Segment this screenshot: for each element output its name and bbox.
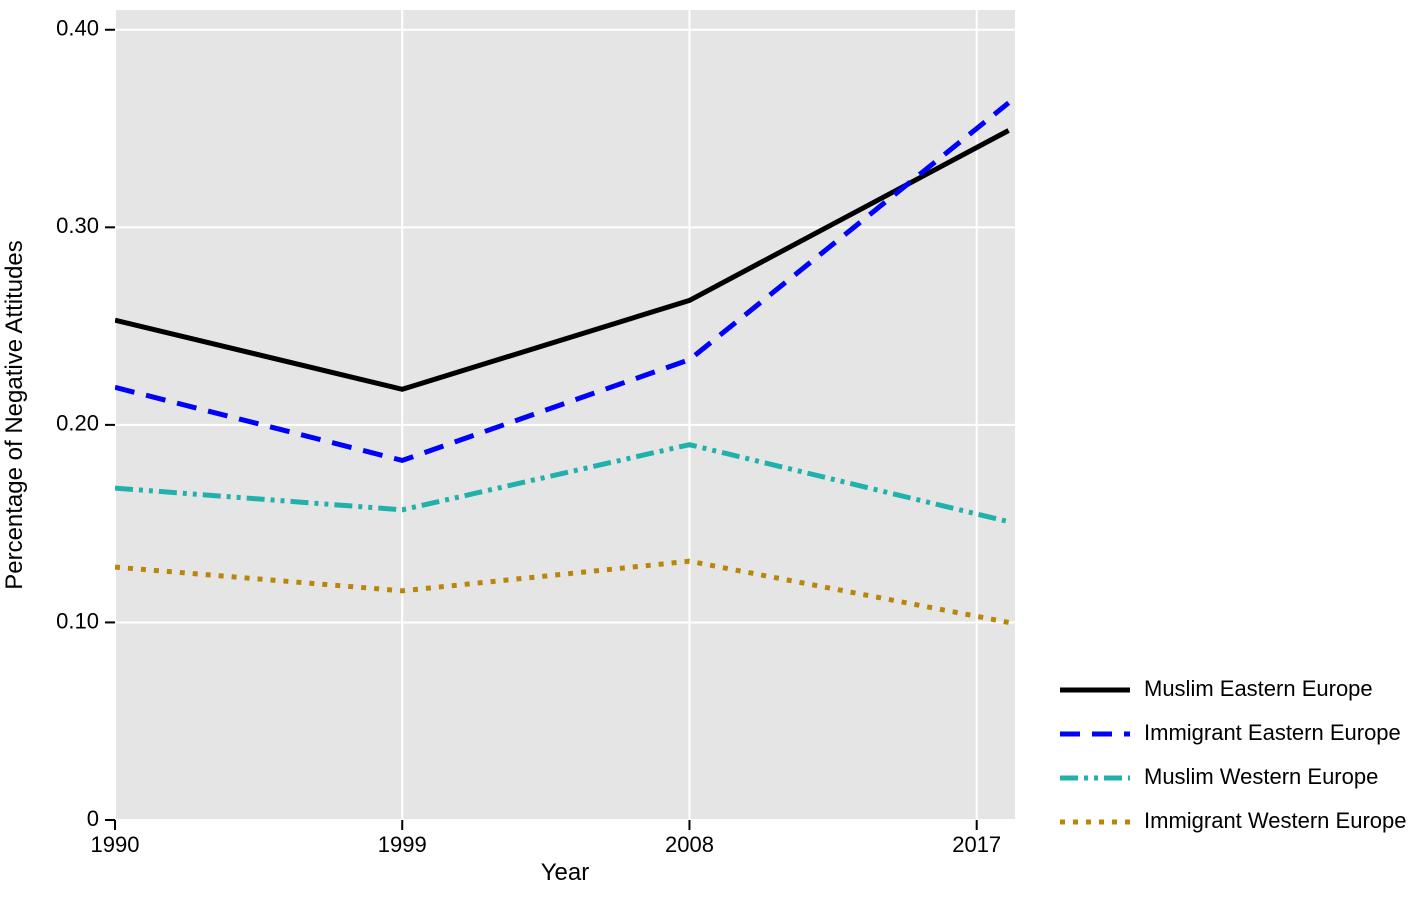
y-tick-label: 0.40 xyxy=(56,16,99,41)
line-chart: 0 0.10 0.20 0.30 0.40 1990 1999 2008 2017 Year Per… xyxy=(0,0,1424,916)
plot-panel xyxy=(115,10,1015,820)
legend-label: Muslim Western Europe xyxy=(1144,764,1378,789)
x-tick-label: 1990 xyxy=(91,832,140,857)
y-tick-label: 0.20 xyxy=(56,411,99,436)
x-axis-label: Year xyxy=(541,859,590,886)
x-tick-label: 2008 xyxy=(665,832,714,857)
y-tick-label: 0.10 xyxy=(56,608,99,633)
legend-label: Immigrant Western Europe xyxy=(1144,808,1406,833)
y-tick-label: 0 xyxy=(87,806,99,831)
chart-container: 0 0.10 0.20 0.30 0.40 1990 1999 2008 2017 Year Per… xyxy=(0,0,1424,916)
legend-label: Immigrant Eastern Europe xyxy=(1144,720,1401,745)
y-axis-label: Percentage of Negative Attitudes xyxy=(1,240,28,590)
x-tick-label: 1999 xyxy=(378,832,427,857)
y-tick-label: 0.30 xyxy=(56,213,99,238)
x-tick-label: 2017 xyxy=(952,832,1001,857)
legend-label: Muslim Eastern Europe xyxy=(1144,676,1373,701)
